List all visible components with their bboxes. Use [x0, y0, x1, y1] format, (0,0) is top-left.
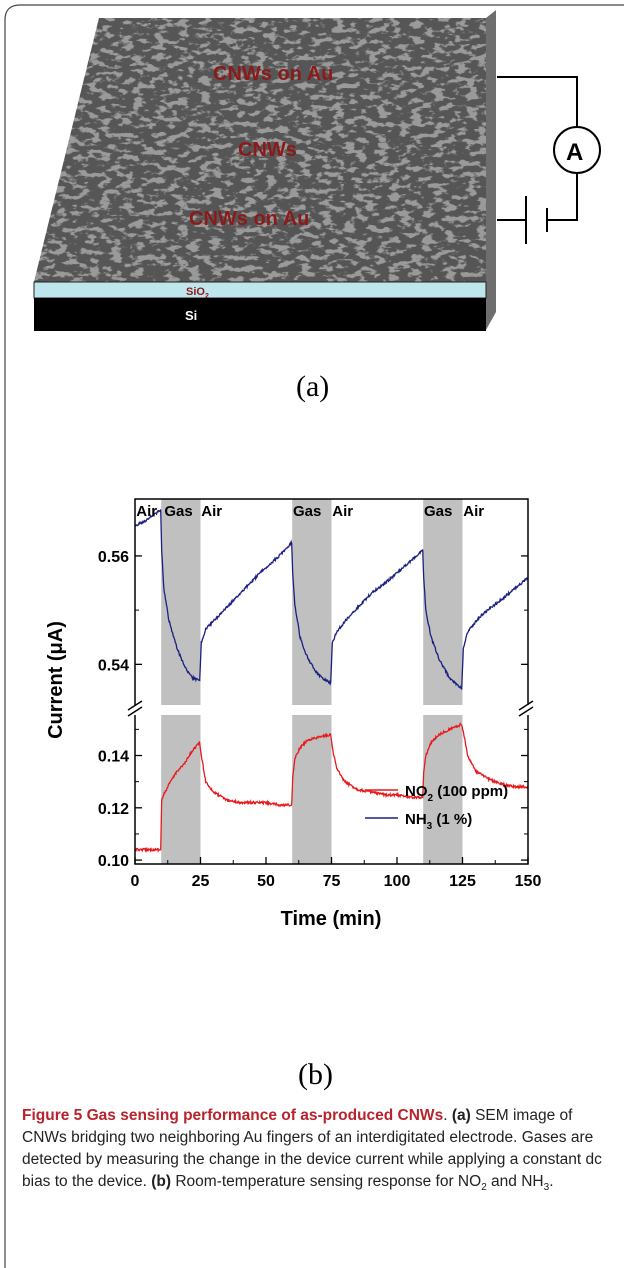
legend-label-nh3: NH3 (1 %)	[405, 811, 472, 832]
x-tick-label: 125	[449, 873, 476, 890]
legend: NO2 (100 ppm) NH3 (1 %)	[365, 783, 508, 832]
gas-period-band-2	[292, 499, 332, 864]
caption-b-text2: and NH	[486, 1173, 544, 1190]
region-label-middle: CNWs	[238, 139, 297, 161]
caption-b-text3: .	[549, 1173, 554, 1190]
panel-a-label: (a)	[296, 370, 330, 403]
caption-figure-label: Figure 5	[22, 1107, 83, 1124]
x-tick-label: 25	[192, 873, 210, 890]
gas-period-band-1	[161, 499, 201, 864]
caption-b-text: Room-temperature sensing response for NO	[171, 1173, 482, 1190]
y-tick-label: 0.56	[98, 549, 129, 566]
x-tick-label: 100	[384, 873, 411, 890]
panel-b-label: (b)	[298, 1058, 333, 1091]
phase-label-gas: Gas	[424, 503, 452, 520]
x-tick-label: 0	[131, 873, 140, 890]
x-tick-label: 75	[323, 873, 341, 890]
caption-a-label: (a)	[451, 1107, 471, 1124]
axis-break-left	[127, 700, 143, 717]
y-tick-label: 0.10	[98, 853, 129, 870]
caption-b-sub1: 2	[481, 1182, 487, 1194]
y-tick-label: 0.12	[98, 801, 129, 818]
legend-label-no2: NO2 (100 ppm)	[405, 783, 508, 804]
sio2-layer	[33, 281, 487, 299]
caption-title: Gas sensing performance of as-produced C…	[86, 1107, 444, 1124]
region-label-bottom: CNWs on Au	[189, 208, 309, 230]
phase-label-gas: Gas	[164, 503, 192, 520]
phase-label-air: Air	[136, 503, 157, 520]
gas-period-band-3	[423, 499, 463, 864]
caption-b-sub2: 3	[543, 1182, 550, 1194]
series-line-no2	[134, 721, 529, 854]
y-axis-label: Current (μA)	[45, 621, 67, 739]
x-tick-label: 50	[257, 873, 275, 890]
bias-circuit	[497, 76, 601, 244]
phase-label-air: Air	[463, 503, 484, 520]
y-tick-label: 0.54	[98, 657, 129, 674]
region-label-top: CNWs on Au	[213, 63, 333, 85]
caption-b-label: (b)	[151, 1173, 172, 1190]
ammeter-label: A	[566, 139, 583, 166]
figure-caption: Figure 5 Gas sensing performance of as-p…	[22, 1105, 612, 1193]
series-line-nh3	[135, 509, 529, 690]
phase-label-gas: Gas	[293, 503, 321, 520]
phase-label-air: Air	[201, 503, 222, 520]
si-layer	[34, 298, 486, 331]
sio2-layer-label: SiO2	[186, 286, 209, 300]
axis-break-right	[518, 700, 534, 717]
si-layer-label: Si	[185, 308, 197, 323]
x-axis-label: Time (min)	[281, 908, 382, 930]
phase-label-air: Air	[332, 503, 353, 520]
caption-a-text: SEM image of CNWs bridging two neighbori…	[22, 1107, 602, 1190]
x-tick-label: 150	[515, 873, 542, 890]
figure-frame	[4, 4, 624, 1268]
sensing-response-chart: 0 25 50 75 100 125 150 0.54 0.56 0.10 0.12 0.14 Air…	[45, 498, 542, 930]
panel-a-device-schematic: SiO2 Si CNWs on Au CNWs CNWs on Au A	[33, 10, 601, 331]
y-tick-label: 0.14	[98, 749, 129, 766]
caption-punct: .	[443, 1107, 452, 1124]
